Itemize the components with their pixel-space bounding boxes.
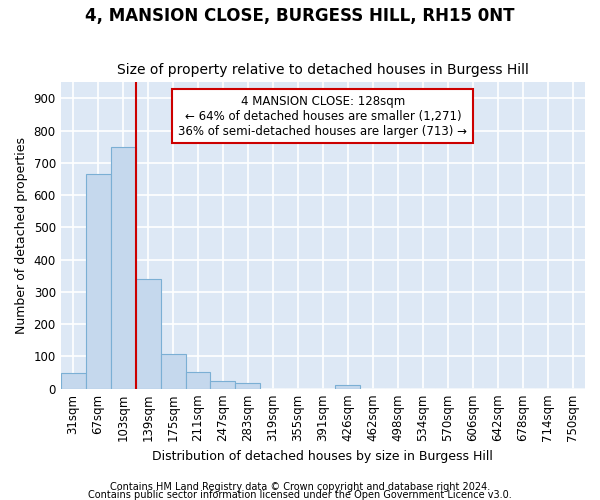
Bar [211,380,235,388]
Bar [235,383,260,388]
Bar [185,372,211,388]
Text: Contains public sector information licensed under the Open Government Licence v3: Contains public sector information licen… [88,490,512,500]
Bar [335,386,360,388]
Bar [110,147,136,388]
Bar [161,354,185,388]
X-axis label: Distribution of detached houses by size in Burgess Hill: Distribution of detached houses by size … [152,450,493,462]
Bar [86,174,110,388]
Title: Size of property relative to detached houses in Burgess Hill: Size of property relative to detached ho… [117,63,529,77]
Text: 4, MANSION CLOSE, BURGESS HILL, RH15 0NT: 4, MANSION CLOSE, BURGESS HILL, RH15 0NT [85,8,515,26]
Y-axis label: Number of detached properties: Number of detached properties [15,137,28,334]
Text: Contains HM Land Registry data © Crown copyright and database right 2024.: Contains HM Land Registry data © Crown c… [110,482,490,492]
Text: 4 MANSION CLOSE: 128sqm
← 64% of detached houses are smaller (1,271)
36% of semi: 4 MANSION CLOSE: 128sqm ← 64% of detache… [178,94,467,138]
Bar [61,372,86,388]
Bar [136,279,161,388]
